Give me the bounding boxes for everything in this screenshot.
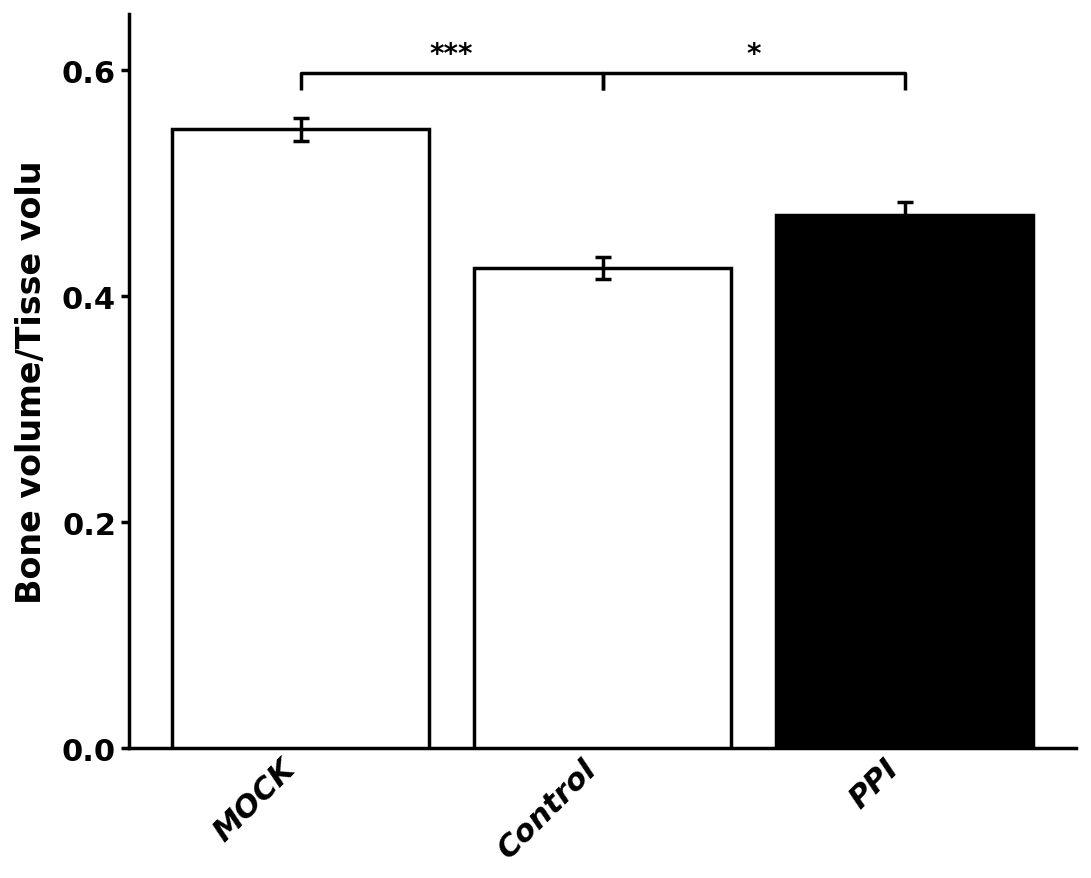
Bar [777,216,1033,749]
Bar [172,130,429,749]
Bar [475,269,731,749]
Text: ***: *** [430,41,473,69]
Text: *: * [746,41,760,69]
Y-axis label: Bone volume/Tisse volu: Bone volume/Tisse volu [15,161,48,603]
